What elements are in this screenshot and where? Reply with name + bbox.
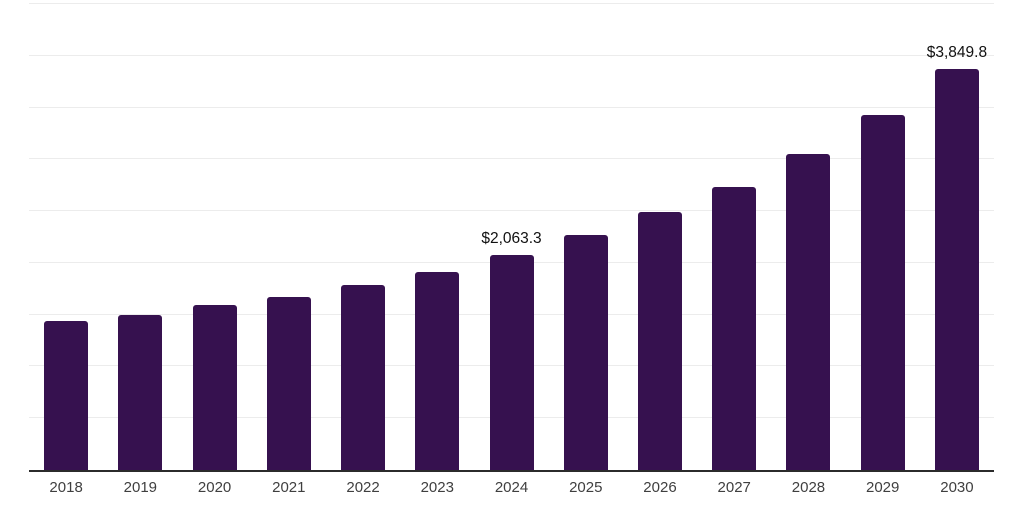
bar-2025 xyxy=(563,234,608,470)
bar-slot-2029 xyxy=(846,4,920,470)
bar-slot-2023 xyxy=(400,4,474,470)
bar-slot-2030: $3,849.8 xyxy=(920,4,994,470)
x-tick-2028: 2028 xyxy=(791,479,826,496)
x-tick-2027: 2027 xyxy=(717,479,751,496)
x-tick-2026: 2026 xyxy=(643,479,677,496)
data-label-2030: $3,849.8 xyxy=(926,43,988,61)
x-tick-2018: 2018 xyxy=(49,479,83,496)
x-tick-2020: 2020 xyxy=(197,479,232,496)
bar-slot-2021 xyxy=(252,4,326,470)
bar-slot-2018 xyxy=(29,4,103,470)
x-tick-2029: 2029 xyxy=(866,479,900,496)
bars: $2,063.3 $3,849.8 xyxy=(29,4,994,470)
x-tick-2024: 2024 xyxy=(494,479,529,496)
x-tick-2023: 2023 xyxy=(420,479,454,496)
gridline xyxy=(29,3,994,4)
bar-2028 xyxy=(786,154,831,470)
x-tick-2030: 2030 xyxy=(940,479,974,496)
bar-slot-2019 xyxy=(103,4,177,470)
bar-2019 xyxy=(118,315,163,470)
bar-slot-2022 xyxy=(326,4,400,470)
bar-slot-2024: $2,063.3 xyxy=(474,4,548,470)
x-tick-2025: 2025 xyxy=(569,479,603,496)
gridline xyxy=(29,158,994,160)
gridline xyxy=(29,210,994,212)
bar-2018 xyxy=(44,320,89,470)
x-tick-2021: 2021 xyxy=(272,479,306,496)
bar-2027 xyxy=(712,186,757,470)
bar-slot-2025 xyxy=(549,4,623,470)
gridline xyxy=(29,106,994,108)
bar-slot-2020 xyxy=(177,4,251,470)
bar-2020 xyxy=(192,304,237,470)
plot-area: $2,063.3 $3,849.8 xyxy=(29,3,994,472)
gridline xyxy=(29,54,994,56)
bar-2021 xyxy=(266,296,311,470)
bar-2023 xyxy=(415,272,460,470)
bar-slot-2027 xyxy=(697,4,771,470)
data-label-2024: $2,063.3 xyxy=(481,229,542,247)
bar-2026 xyxy=(637,211,682,470)
bar-2030 xyxy=(934,68,979,470)
bar-slot-2028 xyxy=(771,4,845,470)
x-tick-2022: 2022 xyxy=(346,479,380,496)
bar-2022 xyxy=(341,284,386,470)
x-tick-2019: 2019 xyxy=(123,479,158,496)
bar-slot-2026 xyxy=(623,4,697,470)
x-axis-labels: 2018 2019 2020 2021 2022 2023 2024 2025 2026 2027… xyxy=(29,479,994,496)
bar-2029 xyxy=(860,115,905,470)
bar-2024 xyxy=(489,254,534,470)
